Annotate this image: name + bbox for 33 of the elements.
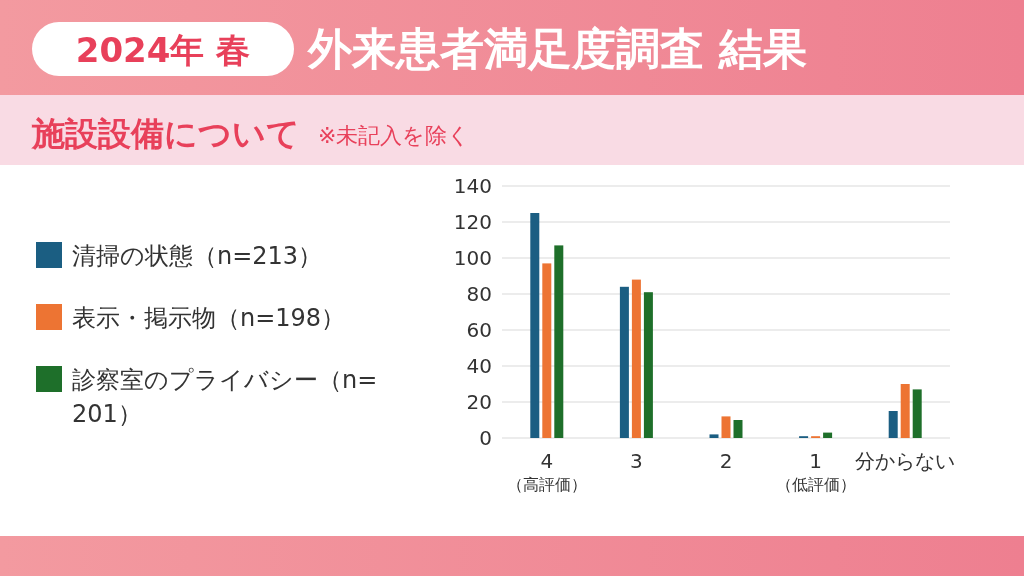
bar (709, 434, 719, 438)
x-tick-label: 1 （低評価） (775, 449, 856, 494)
bar (554, 245, 564, 438)
x-tick-label: 4 （高評価） (506, 449, 587, 494)
legend-label: 清掃の状態（n=213） (72, 242, 323, 270)
bar (619, 286, 629, 438)
bar (631, 279, 641, 438)
bar (900, 384, 910, 438)
y-tick-label: 0 (479, 426, 492, 450)
y-tick-label: 60 (466, 318, 492, 342)
y-tick-label: 120 (453, 210, 492, 234)
y-tick-label: 140 (453, 174, 492, 198)
legend-label: 表示・掲示物（n=198） (72, 304, 346, 332)
y-tick-label: 40 (466, 354, 492, 378)
y-tick-label: 20 (466, 390, 492, 414)
x-tick-label: 2 (719, 449, 733, 473)
y-tick-label: 100 (453, 246, 492, 270)
bar (542, 263, 552, 438)
bar (733, 420, 743, 438)
bar (530, 213, 540, 438)
chart-title: 外来患者満足度調査 結果 (306, 23, 808, 74)
bar (643, 292, 653, 438)
y-tick-label: 80 (466, 282, 492, 306)
bar (823, 432, 833, 438)
text: ※未記入を除く (318, 123, 471, 148)
bar (912, 389, 922, 438)
text: 施設設備について (31, 114, 300, 153)
text: 2024年 春 (75, 30, 251, 70)
legend-label: 診察室のプライバシー（n=201） (72, 366, 378, 428)
bar (888, 411, 898, 438)
bar (721, 416, 731, 438)
x-tick-label: 3 (630, 449, 643, 473)
x-tick-label: 分からない (855, 449, 956, 473)
